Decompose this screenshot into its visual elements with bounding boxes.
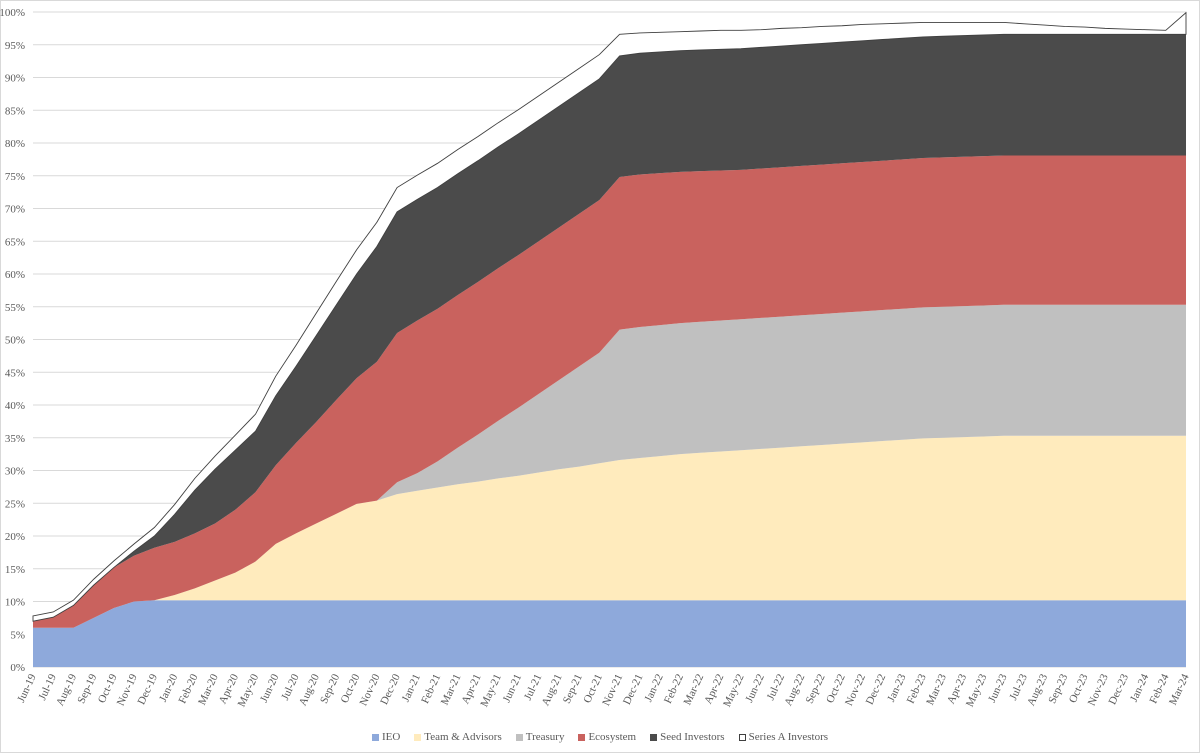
y-tick-label: 80% [5,138,25,150]
x-tick-label: Jun-22 [743,672,767,704]
x-axis-ticks: Jun-19Jul-19Aug-19Sep-19Oct-19Nov-19Dec-… [15,672,1192,709]
legend-item: IEO [371,731,401,743]
y-tick-label: 55% [5,302,25,314]
legend-label: Series A Investors [748,731,829,743]
y-tick-label: 20% [5,531,25,543]
y-tick-label: 70% [5,204,25,216]
y-tick-label: 10% [5,597,25,609]
y-tick-label: 60% [5,269,25,281]
legend-item: Series A Investors [738,731,829,743]
y-tick-label: 100% [0,7,25,19]
legend-swatch [371,733,379,741]
x-tick-label: Jun-19 [15,672,39,705]
x-tick-label: Dec-19 [136,672,161,707]
y-tick-label: 5% [10,629,25,641]
legend-swatch [738,733,746,741]
legend-item: Seed Investors [650,731,725,743]
series-areas [32,11,1187,667]
legend-swatch [578,733,586,741]
y-tick-label: 85% [5,105,25,117]
y-tick-label: 75% [5,171,25,183]
legend-label: Seed Investors [660,731,725,743]
legend-label: Team & Advisors [424,731,502,743]
y-tick-label: 90% [5,73,25,85]
y-axis-ticks: 0% 5% 10% 15% 20% 25% 30% 35% 40% 45% 50% 55% 60% 65%… [0,7,25,674]
legend-swatch [515,733,523,741]
y-tick-label: 25% [5,498,25,510]
y-tick-label: 45% [5,367,25,379]
area-series-a-investors [32,11,1187,622]
y-tick-label: 40% [5,400,25,412]
y-tick-label: 0% [10,662,25,674]
y-tick-label: 35% [5,433,25,445]
legend-item: Team & Advisors [414,731,502,743]
area-team-advisors [33,435,1186,628]
legend-swatch [414,733,422,741]
area-treasury [33,304,1186,628]
area-seed-investors [33,34,1186,622]
area-ecosystem [33,155,1186,628]
legend-label: IEO [381,731,401,743]
legend: IEO Team & Advisors Treasury Ecosystem Seed … [0,729,1200,745]
y-tick-label: 95% [5,40,25,52]
legend-label: Ecosystem [588,731,637,743]
y-tick-label: 65% [5,236,25,248]
y-tick-label: 15% [5,564,25,576]
x-tick-label: Jun-23 [986,672,1010,705]
x-tick-label: Jun-20 [258,672,282,705]
y-tick-label: 50% [5,335,25,347]
legend-swatch [650,733,658,741]
x-tick-label: Jun-21 [501,672,525,704]
area-ieo [33,600,1186,667]
y-tick-label: 30% [5,466,25,478]
legend-item: Ecosystem [578,731,636,743]
legend-item: Treasury [515,731,565,743]
legend-label: Treasury [525,731,565,743]
